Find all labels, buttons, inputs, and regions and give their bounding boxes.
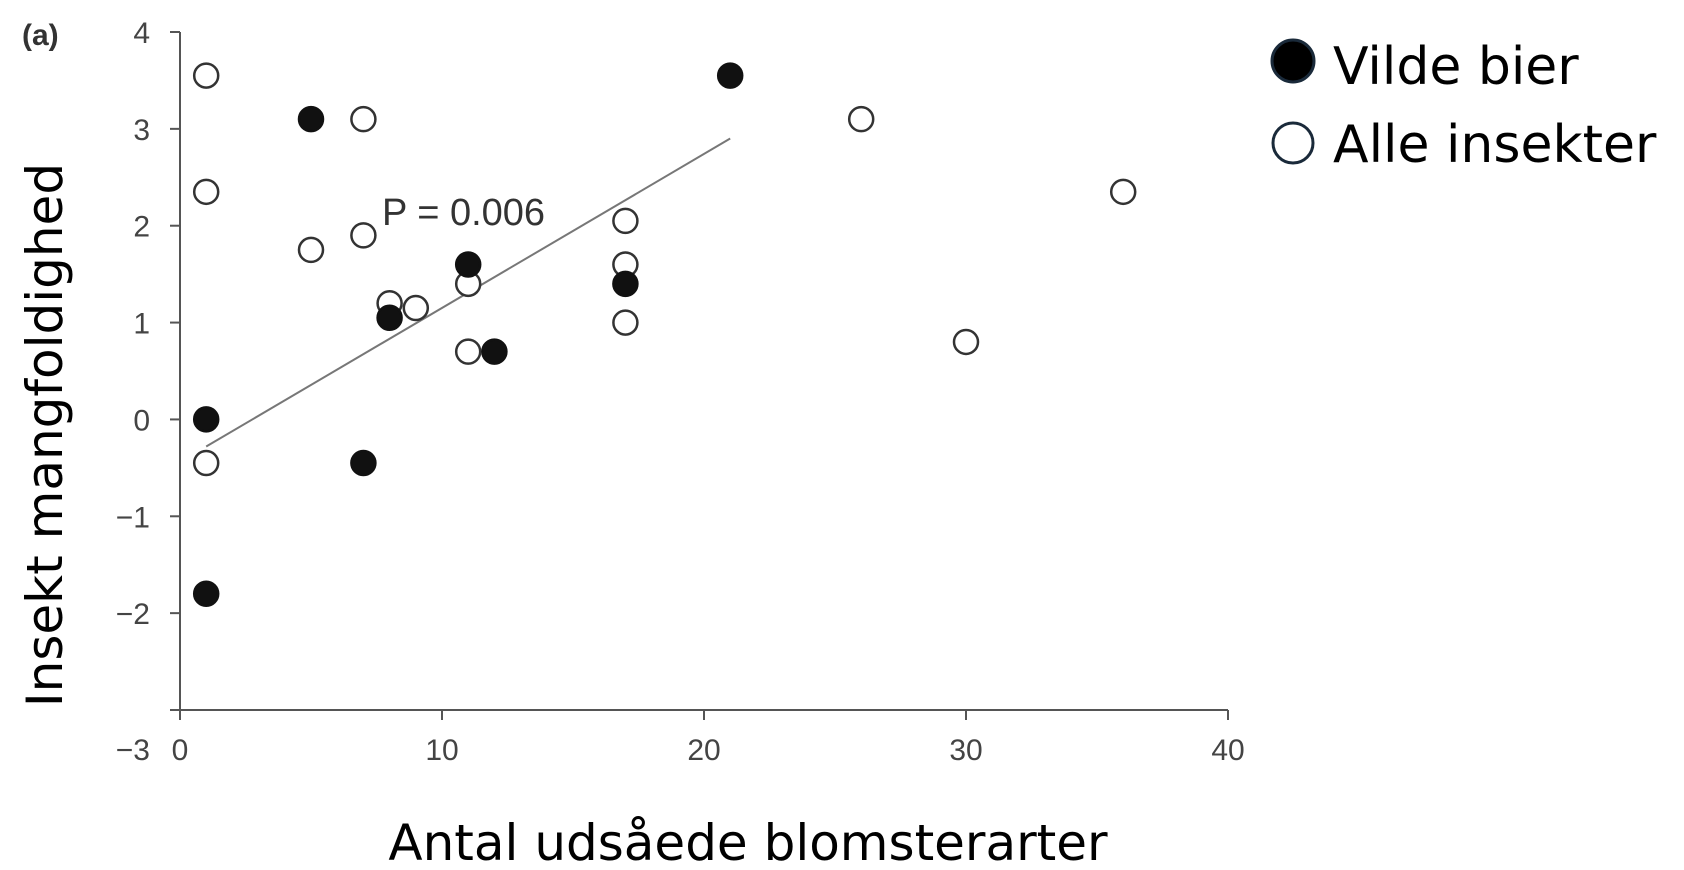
x-axis-title: Antal udsåede blomsterarter <box>388 814 1108 870</box>
legend-marker-open <box>1271 121 1315 165</box>
legend-label-vilde-bier: Vilde bier <box>1333 37 1579 97</box>
point-alle-insekter <box>192 449 220 477</box>
legend-marker-filled <box>1270 38 1316 84</box>
y-tick-label: 3 <box>133 114 150 147</box>
point-alle-insekter <box>402 294 430 322</box>
x-tick-label: 10 <box>425 734 458 767</box>
y-ticks: −3 −2 −1 0 1 2 3 4 <box>116 17 180 767</box>
point-alle-insekter <box>847 105 875 133</box>
y-tick-label: −3 <box>116 734 150 767</box>
point-alle-insekter <box>1109 178 1137 206</box>
point-vilde-bier <box>376 304 403 331</box>
point-alle-insekter <box>952 328 980 356</box>
point-alle-insekter <box>454 338 482 365</box>
y-tick-label: 1 <box>133 308 150 341</box>
x-tick-label: 20 <box>687 734 720 767</box>
legend-item-alle-insekter: Alle insekter <box>1271 115 1657 175</box>
point-vilde-bier <box>192 406 220 433</box>
point-vilde-bier <box>612 270 639 298</box>
p-value-annotation: P = 0.006 <box>382 192 545 234</box>
point-alle-insekter <box>297 236 325 264</box>
point-vilde-bier <box>297 105 325 133</box>
y-tick-label: 2 <box>133 211 150 244</box>
data-points <box>192 62 1137 608</box>
x-ticks: 0 10 20 30 40 <box>172 710 1245 767</box>
x-tick-label: 40 <box>1211 734 1244 767</box>
axes <box>179 32 1228 711</box>
point-alle-insekter <box>612 207 639 235</box>
legend: Vilde bier Alle insekter <box>1270 37 1657 175</box>
point-vilde-bier <box>716 62 744 89</box>
point-vilde-bier <box>192 580 220 608</box>
x-tick-label: 0 <box>172 734 189 767</box>
point-vilde-bier <box>481 338 508 365</box>
panel-label: (a) <box>22 19 59 52</box>
y-axis-title: Insekt mangfoldighed <box>16 163 74 707</box>
point-alle-insekter <box>350 222 377 249</box>
y-tick-label: 0 <box>133 404 150 437</box>
point-vilde-bier <box>350 449 377 477</box>
point-alle-insekter <box>192 178 220 206</box>
legend-label-alle-insekter: Alle insekter <box>1333 115 1657 175</box>
legend-item-vilde-bier: Vilde bier <box>1270 37 1579 97</box>
point-vilde-bier <box>454 251 482 278</box>
point-alle-insekter <box>350 105 377 133</box>
x-tick-label: 30 <box>949 734 982 767</box>
y-tick-label: 4 <box>133 17 150 50</box>
y-tick-label: −1 <box>116 501 150 534</box>
y-tick-label: −2 <box>116 598 150 631</box>
point-alle-insekter <box>192 62 220 89</box>
point-alle-insekter <box>612 309 639 336</box>
